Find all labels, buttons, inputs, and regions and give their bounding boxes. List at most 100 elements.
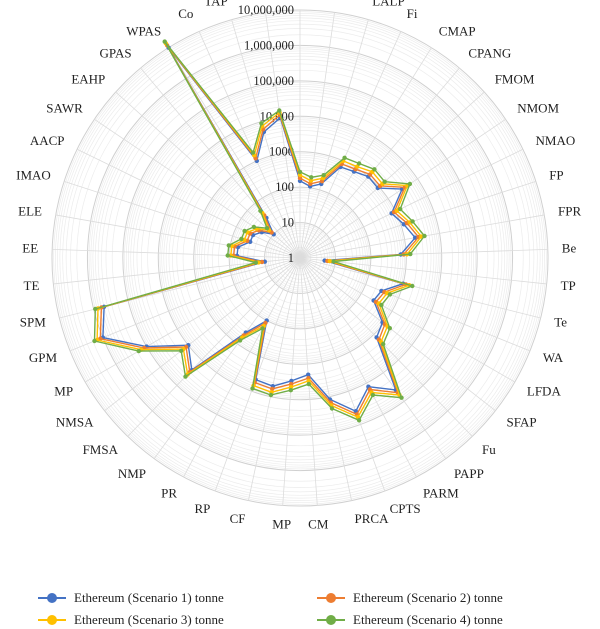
tick-label: 1000 — [269, 145, 294, 159]
legend-marker-icon — [317, 613, 345, 627]
data-point[interactable] — [225, 253, 230, 258]
data-point[interactable] — [387, 292, 393, 297]
category-label: NMSA — [56, 414, 94, 429]
data-point[interactable] — [264, 226, 270, 231]
tick-label: 10,000 — [260, 109, 294, 123]
data-point[interactable] — [399, 395, 404, 400]
data-point[interactable] — [379, 302, 384, 308]
data-point[interactable] — [183, 374, 188, 379]
spoke-line — [214, 257, 301, 492]
spoke-line — [299, 67, 460, 259]
spoke-line — [69, 257, 301, 352]
data-point[interactable] — [407, 181, 413, 187]
spoke-line — [299, 19, 369, 259]
legend-dot — [47, 593, 57, 603]
data-point[interactable] — [394, 208, 399, 213]
data-point[interactable] — [297, 172, 303, 178]
data-point[interactable] — [327, 258, 332, 264]
data-point[interactable] — [306, 378, 311, 384]
category-label: FP — [549, 168, 563, 183]
data-point[interactable] — [259, 259, 265, 265]
spoke-line — [299, 91, 485, 259]
spoke-line — [299, 257, 386, 492]
legend-item-scenario-4[interactable]: Ethereum (Scenario 4) tonne — [317, 612, 503, 628]
data-point[interactable] — [242, 228, 247, 234]
spoke-line — [127, 257, 301, 437]
category-label: TAP — [204, 0, 228, 8]
legend-item-scenario-2[interactable]: Ethereum (Scenario 2) tonne — [317, 590, 503, 606]
data-point[interactable] — [288, 388, 293, 393]
category-label: MP — [272, 516, 291, 531]
data-point[interactable] — [387, 326, 392, 331]
data-point[interactable] — [250, 150, 256, 155]
data-point[interactable] — [372, 167, 377, 172]
category-label: Fo — [330, 0, 344, 1]
legend-marker-icon — [38, 591, 66, 605]
data-point[interactable] — [309, 175, 314, 180]
data-point[interactable] — [179, 348, 184, 353]
tick-label: 10 — [282, 216, 295, 230]
data-point[interactable] — [306, 381, 311, 387]
data-point[interactable] — [297, 169, 303, 175]
spoke-line — [52, 248, 301, 259]
legend-item-scenario-1[interactable]: Ethereum (Scenario 1) tonne — [38, 590, 224, 606]
category-label: Fu — [482, 442, 496, 457]
data-point[interactable] — [370, 392, 376, 398]
legend-dot — [326, 593, 336, 603]
spoke-line — [94, 118, 301, 259]
data-point[interactable] — [162, 39, 167, 44]
data-point[interactable] — [277, 108, 282, 113]
data-point[interactable] — [92, 338, 97, 344]
series-line — [102, 47, 416, 412]
category-label: PARM — [423, 486, 459, 501]
data-point[interactable] — [382, 179, 387, 184]
data-point[interactable] — [259, 121, 264, 126]
data-point[interactable] — [308, 178, 314, 183]
data-point[interactable] — [408, 251, 413, 257]
radar-grid — [51, 9, 549, 507]
category-label: CM — [308, 516, 329, 531]
spoke-line — [299, 148, 524, 259]
data-point[interactable] — [422, 233, 427, 239]
legend-dot — [326, 615, 336, 625]
data-point[interactable] — [410, 283, 415, 289]
category-label: PRCA — [355, 511, 390, 526]
data-point[interactable] — [239, 236, 244, 242]
category-label: LALP — [372, 0, 405, 8]
data-point[interactable] — [356, 161, 362, 166]
data-point[interactable] — [356, 418, 362, 423]
spoke-line — [168, 47, 301, 259]
spoke-line — [299, 257, 515, 383]
spoke-line — [299, 248, 548, 259]
data-point[interactable] — [270, 386, 275, 392]
category-label: EAHP — [71, 71, 105, 86]
data-point[interactable] — [410, 219, 415, 224]
category-label: TP — [561, 278, 576, 293]
data-point[interactable] — [237, 338, 243, 343]
category-label: NMP — [118, 466, 146, 481]
data-point[interactable] — [289, 378, 294, 384]
data-point[interactable] — [342, 155, 347, 160]
data-point[interactable] — [381, 341, 386, 347]
data-point[interactable] — [226, 243, 231, 248]
data-point[interactable] — [398, 206, 403, 212]
data-point[interactable] — [93, 306, 98, 312]
data-point[interactable] — [260, 326, 265, 331]
data-point[interactable] — [136, 348, 141, 354]
data-point[interactable] — [297, 175, 303, 181]
data-point[interactable] — [329, 406, 335, 411]
category-label: RP — [194, 501, 210, 516]
data-point[interactable] — [251, 224, 257, 230]
spoke-line — [299, 180, 536, 259]
category-label: CMAP — [439, 24, 476, 39]
category-label: NMAO — [536, 133, 576, 148]
data-point[interactable] — [258, 208, 263, 213]
data-point[interactable] — [321, 173, 326, 178]
category-label: ELE — [18, 204, 42, 219]
data-point[interactable] — [250, 386, 255, 391]
data-point[interactable] — [306, 372, 311, 377]
data-point[interactable] — [268, 392, 274, 398]
legend-item-scenario-3[interactable]: Ethereum (Scenario 3) tonne — [38, 612, 224, 628]
data-point[interactable] — [253, 260, 258, 265]
data-point[interactable] — [331, 259, 336, 264]
